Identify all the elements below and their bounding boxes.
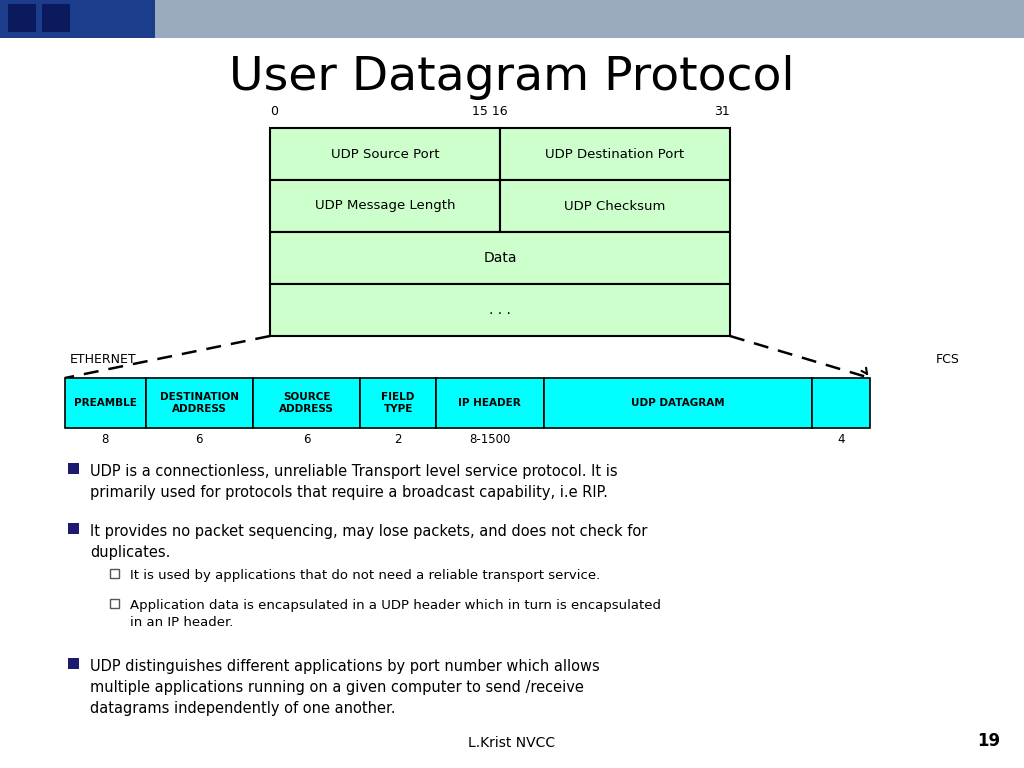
Text: 0: 0: [270, 105, 278, 118]
Bar: [0, 0, 155, 38]
Bar: [155, 0, 1024, 38]
Text: 4: 4: [838, 433, 845, 446]
Bar: [145, 378, 253, 428]
Text: UDP DATAGRAM: UDP DATAGRAM: [631, 398, 725, 408]
Bar: [270, 128, 500, 180]
Text: 6: 6: [303, 433, 310, 446]
Text: Data: Data: [483, 251, 517, 265]
Text: 2: 2: [394, 433, 402, 446]
Bar: [110, 598, 119, 607]
Text: It is used by applications that do not need a reliable transport service.: It is used by applications that do not n…: [130, 569, 600, 582]
Text: IP HEADER: IP HEADER: [459, 398, 521, 408]
Bar: [500, 180, 730, 232]
Bar: [8, 4, 36, 32]
Text: FIELD
TYPE: FIELD TYPE: [382, 392, 415, 414]
Text: UDP is a connectionless, unreliable Transport level service protocol. It is
prim: UDP is a connectionless, unreliable Tran…: [90, 464, 617, 500]
Bar: [253, 378, 360, 428]
Bar: [270, 232, 730, 284]
Text: 6: 6: [196, 433, 203, 446]
Bar: [544, 378, 812, 428]
Bar: [68, 462, 79, 474]
Text: SOURCE
ADDRESS: SOURCE ADDRESS: [280, 392, 334, 414]
Text: PREAMBLE: PREAMBLE: [74, 398, 136, 408]
Text: 8: 8: [101, 433, 109, 446]
Text: UDP distinguishes different applications by port number which allows
multiple ap: UDP distinguishes different applications…: [90, 659, 600, 716]
Bar: [270, 284, 730, 336]
Bar: [360, 378, 436, 428]
Text: UDP Checksum: UDP Checksum: [564, 200, 666, 213]
Text: UDP Message Length: UDP Message Length: [314, 200, 456, 213]
Bar: [500, 128, 730, 180]
Text: 15 16: 15 16: [472, 105, 508, 118]
Bar: [68, 657, 79, 668]
Bar: [812, 378, 870, 428]
Text: ETHERNET: ETHERNET: [70, 353, 136, 366]
Text: UDP Source Port: UDP Source Port: [331, 147, 439, 161]
Bar: [68, 522, 79, 534]
Text: 31: 31: [715, 105, 730, 118]
Text: 19: 19: [977, 732, 1000, 750]
Text: UDP Destination Port: UDP Destination Port: [546, 147, 685, 161]
Bar: [110, 568, 119, 578]
Text: It provides no packet sequencing, may lose packets, and does not check for
dupli: It provides no packet sequencing, may lo…: [90, 524, 647, 560]
Bar: [270, 180, 500, 232]
Text: DESTINATION
ADDRESS: DESTINATION ADDRESS: [160, 392, 239, 414]
Text: 8-1500: 8-1500: [469, 433, 511, 446]
Text: FCS: FCS: [936, 353, 961, 366]
Bar: [42, 4, 70, 32]
Text: User Datagram Protocol: User Datagram Protocol: [229, 55, 795, 101]
Text: Application data is encapsulated in a UDP header which in turn is encapsulated
i: Application data is encapsulated in a UD…: [130, 599, 662, 629]
Text: L.Krist NVCC: L.Krist NVCC: [468, 736, 556, 750]
Text: . . .: . . .: [489, 303, 511, 317]
Bar: [436, 378, 544, 428]
Bar: [65, 378, 145, 428]
